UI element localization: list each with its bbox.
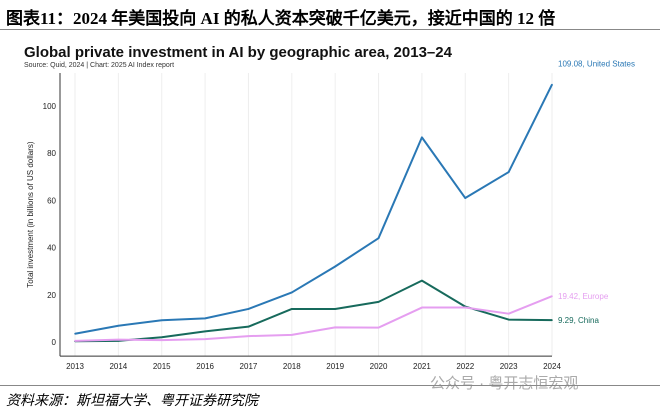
series-line-china [74,279,553,343]
x-tick-label: 2017 [240,362,258,371]
y-tick-label: 80 [47,149,56,158]
data-point [507,171,510,173]
data-point [551,83,553,86]
data-point [507,318,510,321]
data-point [160,339,163,341]
data-point [204,317,206,320]
y-tick-label: 0 [52,338,57,347]
x-tick-label: 2022 [456,362,474,371]
y-axis-label: Total investment (in billions of US doll… [26,141,35,288]
data-point [291,308,293,310]
y-tick-label: 60 [47,196,56,205]
source-note: 资料来源：斯坦福大学、粤开证券研究院 [6,394,258,409]
y-tick-label: 40 [47,244,56,253]
data-point [551,295,553,297]
chart-subtitle: Source: Quid, 2024 | Chart: 2025 AI Inde… [24,62,175,69]
x-tick-label: 2023 [500,362,518,371]
data-point [204,330,206,333]
data-point [291,291,293,294]
x-tick-label: 2021 [413,362,431,371]
data-point [160,336,163,339]
data-point [334,326,336,329]
data-point [204,338,206,340]
y-tick-label: 20 [47,291,56,300]
x-tick-label: 2015 [153,362,171,371]
divider [0,385,660,386]
data-point [377,301,380,303]
figure-title: 图表11：2024 年美国投向 AI 的私人资本突破千亿美元，接近中国的 12 … [6,9,556,28]
data-point [551,319,553,321]
series-label: 9.29, China [558,316,599,325]
data-point [247,325,250,328]
data-point [421,279,423,282]
data-point [247,335,250,337]
data-point [74,332,76,335]
y-tick-label: 100 [43,102,57,111]
x-tick-label: 2018 [283,362,301,371]
data-point [421,136,423,139]
x-tick-label: 2014 [109,362,127,371]
divider [0,29,660,30]
data-point [291,334,293,336]
data-point [464,197,467,199]
data-point [334,308,336,310]
data-point [377,237,380,239]
x-tick-label: 2016 [196,362,214,371]
data-point [421,306,423,309]
data-point [507,312,510,315]
series-line-europe [74,295,553,342]
data-point [74,340,76,342]
x-tick-label: 2013 [66,362,84,371]
x-tick-label: 2020 [370,362,388,371]
series-line-united-states [74,84,553,335]
x-tick-label: 2024 [543,362,561,371]
x-tick-label: 2019 [326,362,344,371]
data-point [377,326,380,329]
data-point [117,324,120,327]
chart-title: Global private investment in AI by geogr… [24,44,452,61]
watermark: 公众号 · 粤开志恒宏观 [430,375,579,392]
data-point [160,319,163,322]
data-point [117,338,120,341]
data-point [247,308,250,310]
data-point [464,306,467,309]
series-label: 19.42, Europe [558,292,609,301]
series-label: 109.08, United States [558,60,635,69]
data-point [334,265,336,268]
